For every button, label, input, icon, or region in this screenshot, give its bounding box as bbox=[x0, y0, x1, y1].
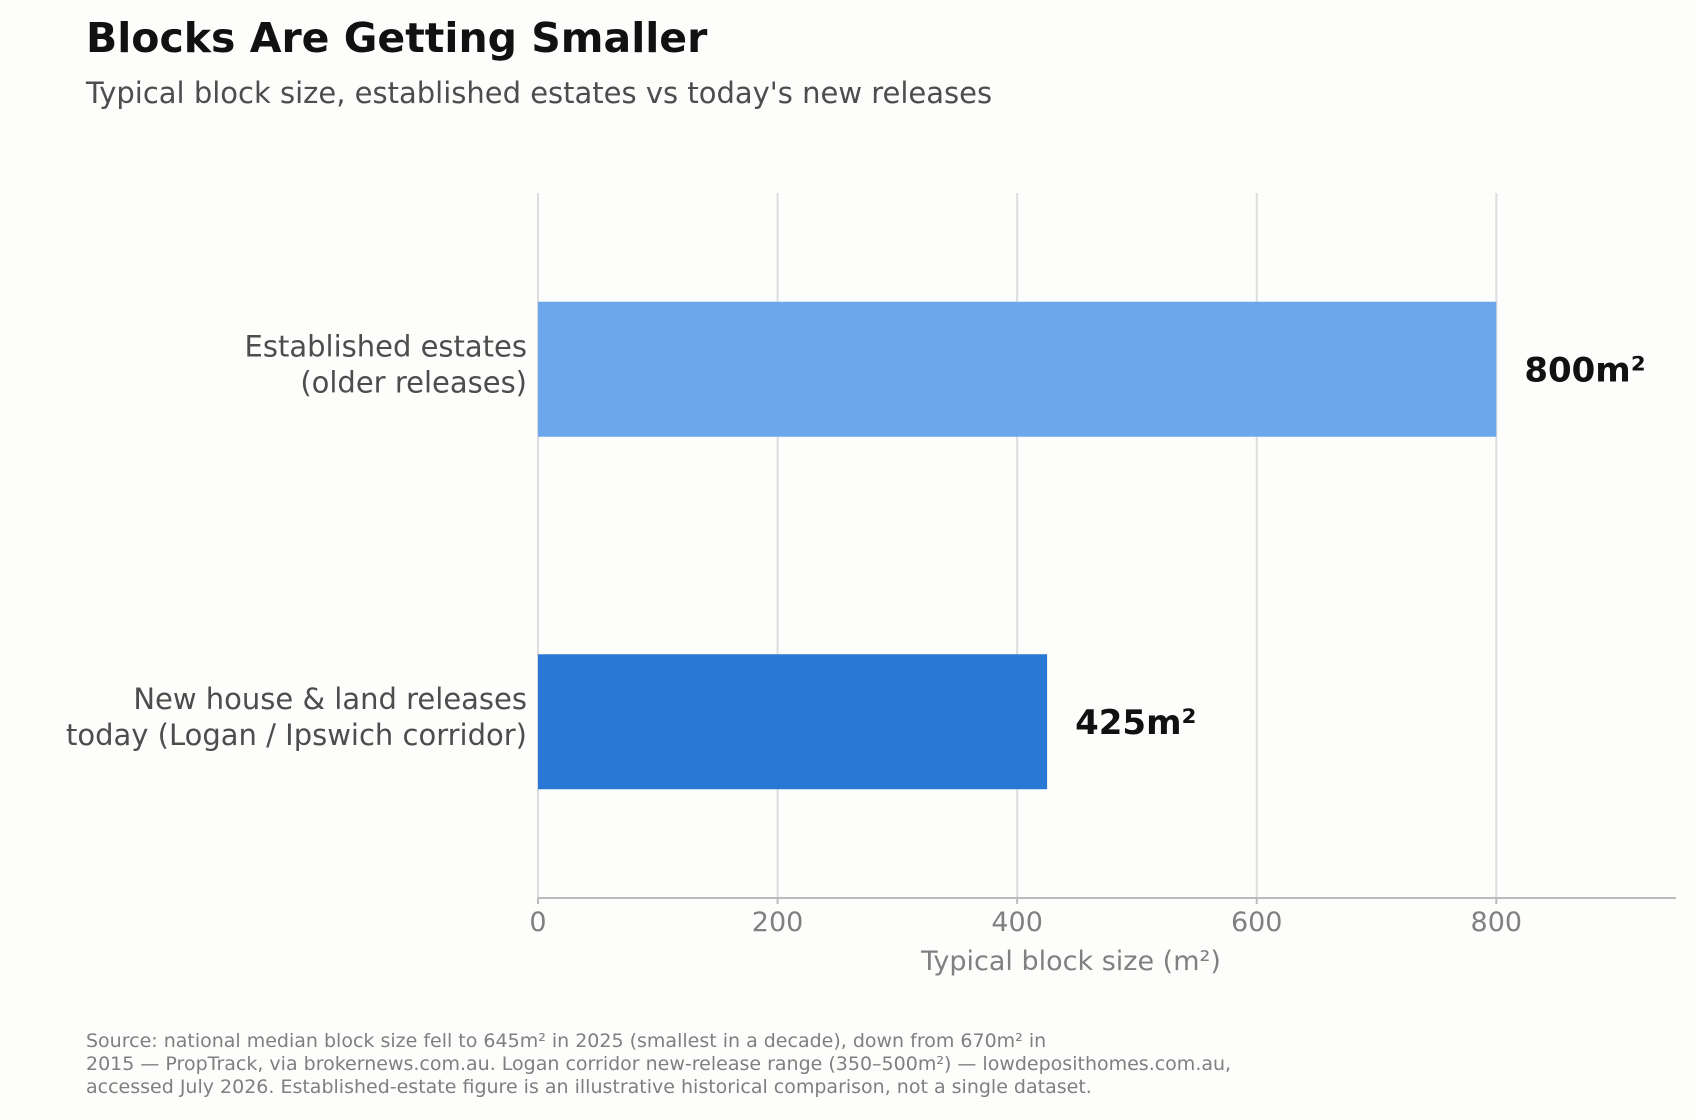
x-axis: 0 200 400 600 800 Typical block size (m²) bbox=[529, 897, 1676, 977]
source-line: accessed July 2026. Established-estate f… bbox=[86, 1076, 1092, 1098]
bar-value-label: 425m² bbox=[1075, 703, 1196, 743]
category-label: today (Logan / Ipswich corridor) bbox=[66, 718, 527, 752]
bar bbox=[538, 301, 1497, 437]
bar bbox=[538, 654, 1048, 790]
category-label: New house & land releases bbox=[133, 682, 527, 716]
category-labels: Established estates(older releases) New h… bbox=[66, 329, 527, 752]
x-tick-label: 200 bbox=[752, 907, 804, 938]
category-label: (older releases) bbox=[300, 365, 527, 399]
x-tick-label: 600 bbox=[1231, 907, 1283, 938]
source-line: 2015 — PropTrack, via brokernews.com.au.… bbox=[86, 1053, 1232, 1075]
x-tick-label: 800 bbox=[1471, 907, 1523, 938]
x-axis-label: Typical block size (m²) bbox=[920, 946, 1221, 977]
x-tick-label: 400 bbox=[991, 907, 1043, 938]
bars: 800m² 425m² bbox=[538, 301, 1646, 790]
source-note: Source: national median block size fell … bbox=[86, 1030, 1646, 1099]
bar-value-label: 800m² bbox=[1524, 350, 1645, 390]
x-tick-label: 0 bbox=[529, 907, 546, 938]
gridlines bbox=[537, 193, 1498, 898]
category-label: Established estates bbox=[245, 329, 527, 363]
chart-title: Blocks Are Getting Smaller bbox=[86, 14, 708, 62]
chart-subtitle: Typical block size, established estates … bbox=[86, 76, 993, 110]
source-line: Source: national median block size fell … bbox=[86, 1030, 1047, 1052]
